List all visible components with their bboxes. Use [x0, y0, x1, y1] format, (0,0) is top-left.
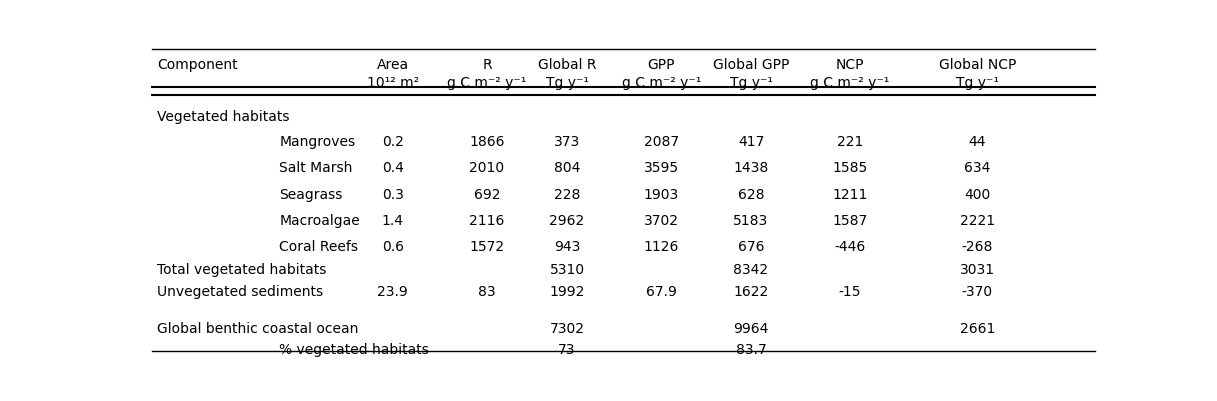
- Text: 23.9: 23.9: [377, 284, 408, 298]
- Text: 1.4: 1.4: [382, 213, 404, 227]
- Text: Tg y⁻¹: Tg y⁻¹: [729, 76, 773, 90]
- Text: 3702: 3702: [644, 213, 679, 227]
- Text: Global NCP: Global NCP: [938, 57, 1016, 71]
- Text: 3031: 3031: [960, 263, 996, 277]
- Text: 0.3: 0.3: [382, 187, 404, 201]
- Text: 2221: 2221: [960, 213, 996, 227]
- Text: 7302: 7302: [550, 321, 584, 335]
- Text: 1572: 1572: [470, 239, 505, 253]
- Text: Tg y⁻¹: Tg y⁻¹: [955, 76, 999, 90]
- Text: 804: 804: [554, 161, 581, 175]
- Text: 676: 676: [738, 239, 764, 253]
- Text: g C m⁻² y⁻¹: g C m⁻² y⁻¹: [811, 76, 890, 90]
- Text: Mangroves: Mangroves: [280, 135, 355, 148]
- Text: Seagrass: Seagrass: [280, 187, 343, 201]
- Text: 2661: 2661: [960, 321, 996, 335]
- Text: 8342: 8342: [734, 263, 769, 277]
- Text: 692: 692: [473, 187, 500, 201]
- Text: 1622: 1622: [734, 284, 769, 298]
- Text: 1587: 1587: [832, 213, 868, 227]
- Text: 73: 73: [559, 342, 576, 356]
- Text: NCP: NCP: [836, 57, 864, 71]
- Text: 5183: 5183: [734, 213, 769, 227]
- Text: 0.4: 0.4: [382, 161, 404, 175]
- Text: 67.9: 67.9: [646, 284, 677, 298]
- Text: 628: 628: [738, 187, 764, 201]
- Text: -446: -446: [835, 239, 865, 253]
- Text: 2087: 2087: [644, 135, 679, 148]
- Text: Unvegetated sediments: Unvegetated sediments: [157, 284, 323, 298]
- Text: 10¹² m²: 10¹² m²: [366, 76, 419, 90]
- Text: 5310: 5310: [550, 263, 584, 277]
- Text: 1438: 1438: [734, 161, 769, 175]
- Text: 228: 228: [554, 187, 581, 201]
- Text: Global R: Global R: [538, 57, 596, 71]
- Text: 1992: 1992: [549, 284, 585, 298]
- Text: 1866: 1866: [470, 135, 505, 148]
- Text: 943: 943: [554, 239, 581, 253]
- Text: 221: 221: [837, 135, 863, 148]
- Text: 1211: 1211: [832, 187, 868, 201]
- Text: 634: 634: [964, 161, 991, 175]
- Text: 44: 44: [969, 135, 986, 148]
- Text: Area: Area: [376, 57, 409, 71]
- Text: 417: 417: [738, 135, 764, 148]
- Text: -370: -370: [961, 284, 993, 298]
- Text: 0.2: 0.2: [382, 135, 404, 148]
- Text: 2010: 2010: [470, 161, 505, 175]
- Text: GPP: GPP: [647, 57, 675, 71]
- Text: 1903: 1903: [644, 187, 679, 201]
- Text: 2116: 2116: [470, 213, 505, 227]
- Text: 2962: 2962: [550, 213, 584, 227]
- Text: 9964: 9964: [734, 321, 769, 335]
- Text: Vegetated habitats: Vegetated habitats: [157, 110, 290, 124]
- Text: 373: 373: [554, 135, 581, 148]
- Text: Salt Marsh: Salt Marsh: [280, 161, 353, 175]
- Text: Global benthic coastal ocean: Global benthic coastal ocean: [157, 321, 358, 335]
- Text: 400: 400: [964, 187, 991, 201]
- Text: 1126: 1126: [644, 239, 679, 253]
- Text: Total vegetated habitats: Total vegetated habitats: [157, 263, 326, 277]
- Text: 3595: 3595: [644, 161, 679, 175]
- Text: Tg y⁻¹: Tg y⁻¹: [545, 76, 589, 90]
- Text: Component: Component: [157, 57, 237, 71]
- Text: 83.7: 83.7: [735, 342, 767, 356]
- Text: g C m⁻² y⁻¹: g C m⁻² y⁻¹: [448, 76, 527, 90]
- Text: Macroalgae: Macroalgae: [280, 213, 360, 227]
- Text: R: R: [482, 57, 492, 71]
- Text: g C m⁻² y⁻¹: g C m⁻² y⁻¹: [622, 76, 701, 90]
- Text: 0.6: 0.6: [382, 239, 404, 253]
- Text: 83: 83: [478, 284, 495, 298]
- Text: Coral Reefs: Coral Reefs: [280, 239, 359, 253]
- Text: % vegetated habitats: % vegetated habitats: [280, 342, 430, 356]
- Text: -15: -15: [839, 284, 862, 298]
- Text: 1585: 1585: [832, 161, 868, 175]
- Text: -268: -268: [961, 239, 993, 253]
- Text: Global GPP: Global GPP: [713, 57, 790, 71]
